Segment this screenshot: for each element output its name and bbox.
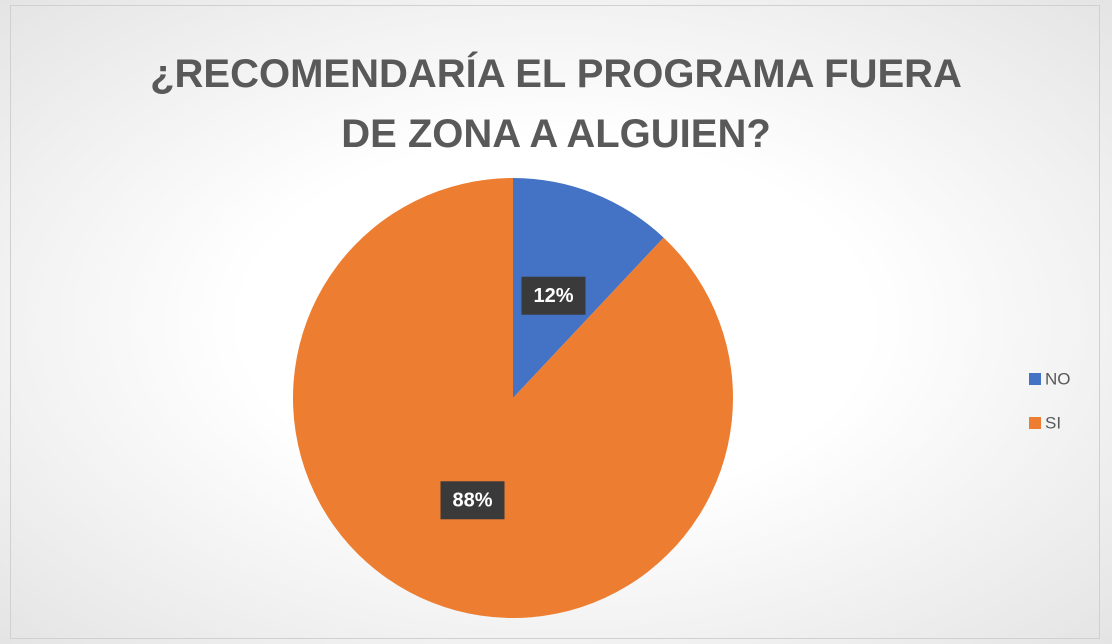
- data-label-box: [521, 276, 586, 315]
- pie-slice: [513, 178, 664, 398]
- data-label: 88%: [452, 490, 492, 512]
- legend-label: SI: [1045, 413, 1061, 432]
- chart-border: [10, 5, 1100, 639]
- pie-slice: [292, 177, 734, 618]
- data-label: 12%: [533, 285, 573, 307]
- legend-label: NO: [1045, 369, 1071, 388]
- legend-swatch: [1029, 417, 1041, 429]
- chart-title: ¿RECOMENDARÍA EL PROGRAMA FUERA DE ZONA …: [150, 52, 962, 156]
- legend-swatch: [1029, 373, 1041, 385]
- data-label-box: [440, 481, 505, 520]
